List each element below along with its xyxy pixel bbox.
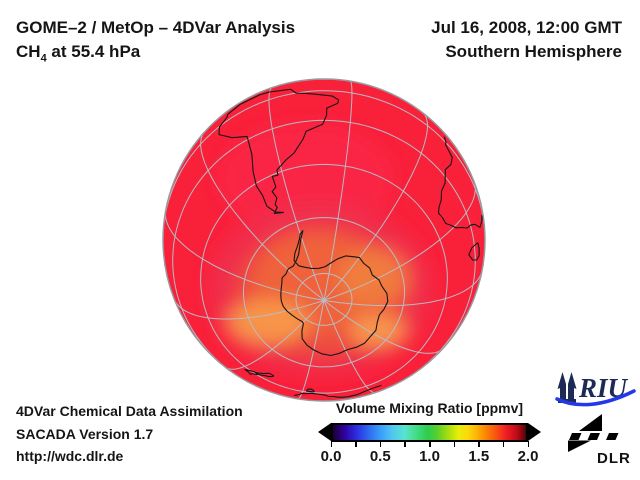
cathedral-icon xyxy=(557,372,577,403)
species-subscript: 4 xyxy=(40,52,47,65)
level-label: at 55.4 hPa xyxy=(46,42,141,61)
dlr-emblem-icon xyxy=(568,414,619,452)
colorbar-tick-label: 0.5 xyxy=(369,448,391,465)
riu-logo: RIU xyxy=(555,372,636,407)
credit-url: http://wdc.dlr.de xyxy=(16,448,124,464)
title-line2: CH4 at 55.4 hPa xyxy=(16,40,295,70)
colorbar-left-arrow-icon xyxy=(318,423,331,441)
credit-line1: 4DVar Chemical Data Assimilation xyxy=(16,403,243,419)
species-label: CH xyxy=(16,42,41,61)
dlr-logo-text: DLR xyxy=(597,450,631,467)
colorbar-tick-label: 1.5 xyxy=(468,448,490,465)
colorbar-tick-label: 0.0 xyxy=(320,448,342,465)
riu-wave-icon xyxy=(555,389,636,407)
colorbar-right-arrow-icon xyxy=(528,423,541,441)
title-block: GOME–2 / MetOp – 4DVar Analysis CH4 at 5… xyxy=(16,16,295,70)
colorbar-tick-label: 2.0 xyxy=(517,448,539,465)
dlr-logo: DLR xyxy=(568,414,631,467)
credits-block: 4DVar Chemical Data Assimilation SACADA … xyxy=(16,400,243,468)
credit-line2: SACADA Version 1.7 xyxy=(16,425,154,442)
datetime-label: Jul 16, 2008, 12:00 GMT xyxy=(431,18,622,37)
region-label: Southern Hemisphere xyxy=(445,42,622,61)
title-line1: GOME–2 / MetOp – 4DVar Analysis xyxy=(16,18,296,37)
colorbar-gradient xyxy=(331,423,528,442)
colorbar-tick-label: 1.0 xyxy=(419,448,440,465)
colorbar-title: Volume Mixing Ratio [ppmv] xyxy=(335,400,524,416)
datetime-block: Jul 16, 2008, 12:00 GMT Southern Hemisph… xyxy=(431,16,622,64)
